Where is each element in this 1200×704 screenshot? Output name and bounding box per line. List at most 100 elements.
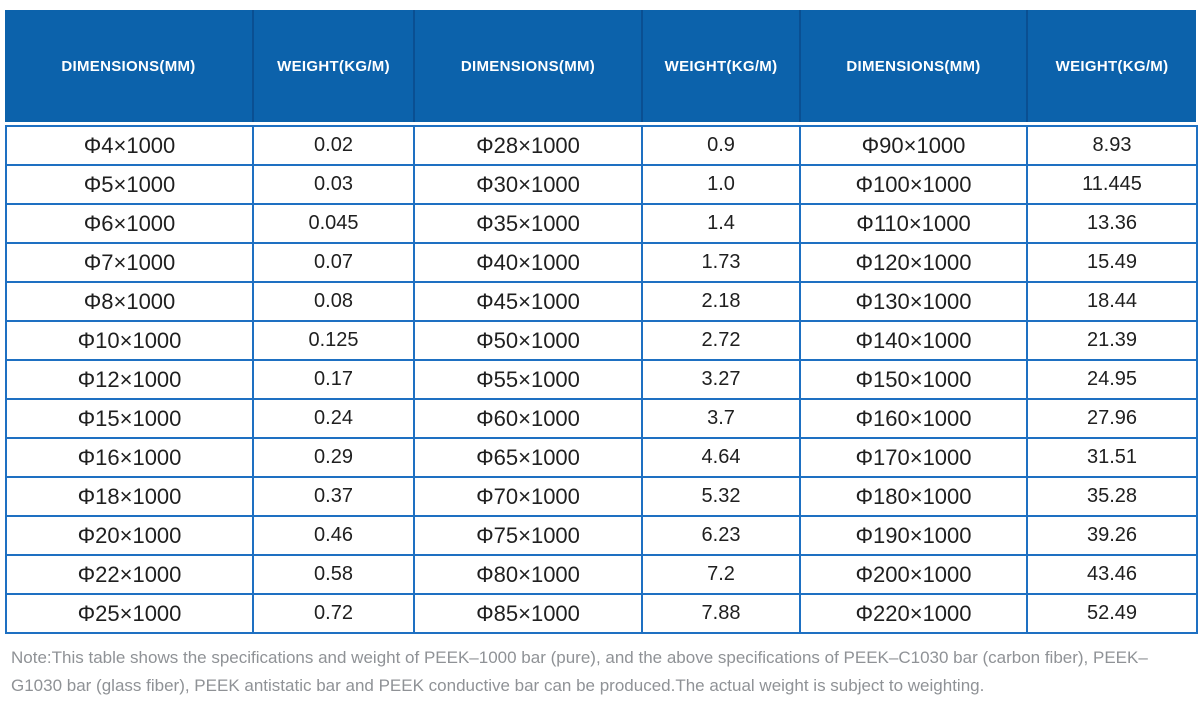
- header-weight-3: WEIGHT(KG/M): [1026, 10, 1196, 122]
- weight-cell: 0.03: [252, 164, 415, 205]
- weight-cell: 0.37: [252, 476, 415, 517]
- table-row: Φ4×1000 0.02 Φ28×1000 0.9 Φ90×1000 8.93: [5, 125, 1198, 166]
- table-header-row: DIMENSIONS(MM) WEIGHT(KG/M) DIMENSIONS(M…: [5, 10, 1196, 122]
- table-row: Φ10×1000 0.125 Φ50×1000 2.72 Φ140×1000 21.39: [5, 320, 1198, 361]
- weight-cell: 0.24: [252, 398, 415, 439]
- weight-cell: 0.72: [252, 593, 415, 634]
- weight-cell: 0.045: [252, 203, 415, 244]
- dimensions-cell: Φ7×1000: [5, 242, 254, 283]
- dimensions-cell: Φ45×1000: [413, 281, 643, 322]
- weight-cell: 31.51: [1026, 437, 1198, 478]
- weight-cell: 7.88: [641, 593, 801, 634]
- dimensions-cell: Φ220×1000: [799, 593, 1028, 634]
- dimensions-cell: Φ25×1000: [5, 593, 254, 634]
- weight-cell: 0.08: [252, 281, 415, 322]
- dimensions-cell: Φ140×1000: [799, 320, 1028, 361]
- table-body: Φ4×1000 0.02 Φ28×1000 0.9 Φ90×1000 8.93 Φ5×100…: [5, 125, 1198, 634]
- weight-cell: 1.0: [641, 164, 801, 205]
- dimensions-cell: Φ55×1000: [413, 359, 643, 400]
- weight-cell: 24.95: [1026, 359, 1198, 400]
- table-row: Φ16×1000 0.29 Φ65×1000 4.64 Φ170×1000 31.51: [5, 437, 1198, 478]
- dimensions-cell: Φ4×1000: [5, 125, 254, 166]
- header-dimensions-2: DIMENSIONS(MM): [413, 10, 641, 122]
- weight-cell: 39.26: [1026, 515, 1198, 556]
- weight-cell: 27.96: [1026, 398, 1198, 439]
- table-row: Φ5×1000 0.03 Φ30×1000 1.0 Φ100×1000 11.445: [5, 164, 1198, 205]
- note-text: Note:This table shows the specifications…: [11, 648, 1148, 696]
- table-row: Φ20×1000 0.46 Φ75×1000 6.23 Φ190×1000 39.26: [5, 515, 1198, 556]
- table-row: Φ25×1000 0.72 Φ85×1000 7.88 Φ220×1000 52.49: [5, 593, 1198, 634]
- table-row: Φ8×1000 0.08 Φ45×1000 2.18 Φ130×1000 18.44: [5, 281, 1198, 322]
- weight-cell: 0.125: [252, 320, 415, 361]
- weight-cell: 1.4: [641, 203, 801, 244]
- dimensions-cell: Φ130×1000: [799, 281, 1028, 322]
- dimensions-cell: Φ10×1000: [5, 320, 254, 361]
- dimensions-cell: Φ5×1000: [5, 164, 254, 205]
- header-weight-2: WEIGHT(KG/M): [641, 10, 799, 122]
- table-row: Φ15×1000 0.24 Φ60×1000 3.7 Φ160×1000 27.96: [5, 398, 1198, 439]
- header-dimensions-1: DIMENSIONS(MM): [5, 10, 252, 122]
- dimensions-cell: Φ22×1000: [5, 554, 254, 595]
- dimensions-cell: Φ100×1000: [799, 164, 1028, 205]
- dimensions-cell: Φ50×1000: [413, 320, 643, 361]
- table-row: Φ6×1000 0.045 Φ35×1000 1.4 Φ110×1000 13.36: [5, 203, 1198, 244]
- dimensions-cell: Φ15×1000: [5, 398, 254, 439]
- table-row: Φ12×1000 0.17 Φ55×1000 3.27 Φ150×1000 24.95: [5, 359, 1198, 400]
- weight-cell: 15.49: [1026, 242, 1198, 283]
- weight-cell: 0.46: [252, 515, 415, 556]
- dimensions-cell: Φ18×1000: [5, 476, 254, 517]
- weight-cell: 4.64: [641, 437, 801, 478]
- dimensions-cell: Φ28×1000: [413, 125, 643, 166]
- weight-cell: 0.29: [252, 437, 415, 478]
- table-row: Φ18×1000 0.37 Φ70×1000 5.32 Φ180×1000 35.28: [5, 476, 1198, 517]
- dimensions-cell: Φ35×1000: [413, 203, 643, 244]
- peek-bar-spec-table: Φ4×1000 0.02 Φ28×1000 0.9 Φ90×1000 8.93 Φ5×100…: [5, 125, 1198, 634]
- dimensions-cell: Φ40×1000: [413, 242, 643, 283]
- weight-cell: 52.49: [1026, 593, 1198, 634]
- dimensions-cell: Φ190×1000: [799, 515, 1028, 556]
- dimensions-cell: Φ30×1000: [413, 164, 643, 205]
- weight-cell: 43.46: [1026, 554, 1198, 595]
- dimensions-cell: Φ180×1000: [799, 476, 1028, 517]
- weight-cell: 21.39: [1026, 320, 1198, 361]
- weight-cell: 0.02: [252, 125, 415, 166]
- header-dimensions-3: DIMENSIONS(MM): [799, 10, 1026, 122]
- dimensions-cell: Φ160×1000: [799, 398, 1028, 439]
- weight-cell: 11.445: [1026, 164, 1198, 205]
- dimensions-cell: Φ170×1000: [799, 437, 1028, 478]
- weight-cell: 6.23: [641, 515, 801, 556]
- table-row: Φ22×1000 0.58 Φ80×1000 7.2 Φ200×1000 43.46: [5, 554, 1198, 595]
- weight-cell: 3.7: [641, 398, 801, 439]
- dimensions-cell: Φ70×1000: [413, 476, 643, 517]
- dimensions-cell: Φ6×1000: [5, 203, 254, 244]
- weight-cell: 2.72: [641, 320, 801, 361]
- weight-cell: 0.17: [252, 359, 415, 400]
- table-row: Φ7×1000 0.07 Φ40×1000 1.73 Φ120×1000 15.49: [5, 242, 1198, 283]
- dimensions-cell: Φ20×1000: [5, 515, 254, 556]
- weight-cell: 3.27: [641, 359, 801, 400]
- weight-cell: 2.18: [641, 281, 801, 322]
- dimensions-cell: Φ75×1000: [413, 515, 643, 556]
- weight-cell: 5.32: [641, 476, 801, 517]
- dimensions-cell: Φ8×1000: [5, 281, 254, 322]
- dimensions-cell: Φ90×1000: [799, 125, 1028, 166]
- weight-cell: 0.07: [252, 242, 415, 283]
- dimensions-cell: Φ150×1000: [799, 359, 1028, 400]
- weight-cell: 0.58: [252, 554, 415, 595]
- dimensions-cell: Φ60×1000: [413, 398, 643, 439]
- dimensions-cell: Φ120×1000: [799, 242, 1028, 283]
- dimensions-cell: Φ12×1000: [5, 359, 254, 400]
- dimensions-cell: Φ200×1000: [799, 554, 1028, 595]
- weight-cell: 35.28: [1026, 476, 1198, 517]
- dimensions-cell: Φ85×1000: [413, 593, 643, 634]
- weight-cell: 18.44: [1026, 281, 1198, 322]
- dimensions-cell: Φ65×1000: [413, 437, 643, 478]
- weight-cell: 7.2: [641, 554, 801, 595]
- weight-cell: 0.9: [641, 125, 801, 166]
- weight-cell: 13.36: [1026, 203, 1198, 244]
- header-weight-1: WEIGHT(KG/M): [252, 10, 413, 122]
- dimensions-cell: Φ16×1000: [5, 437, 254, 478]
- dimensions-cell: Φ80×1000: [413, 554, 643, 595]
- weight-cell: 1.73: [641, 242, 801, 283]
